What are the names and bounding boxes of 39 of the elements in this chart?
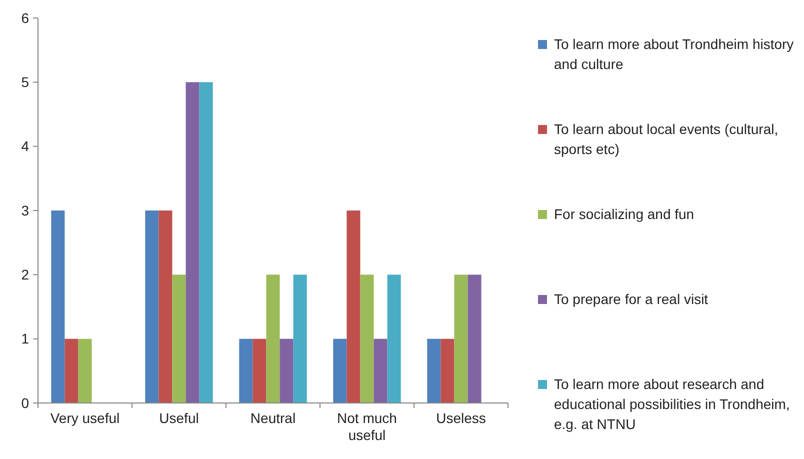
bar — [374, 338, 388, 403]
x-tick-label: Useful — [159, 410, 199, 426]
x-tick-label: Very useful — [50, 410, 120, 426]
y-tick-label: 1 — [21, 330, 30, 347]
bar — [468, 274, 482, 403]
legend-label: For socializing and fun — [554, 206, 694, 222]
bar — [172, 274, 186, 403]
bar — [78, 338, 92, 403]
bar — [239, 338, 253, 403]
bar — [280, 338, 294, 403]
bar — [387, 274, 401, 403]
legend-label: To learn about local events (cultural, sports etc) — [554, 121, 778, 157]
x-tick-label: Neutral — [250, 410, 296, 426]
bar — [186, 82, 200, 403]
bar — [454, 274, 468, 403]
bar — [51, 210, 65, 403]
y-tick-label: 6 — [21, 10, 30, 26]
bar — [145, 210, 159, 403]
legend-label: To learn more about Trondheim history and culture — [554, 36, 794, 72]
y-tick-label: 2 — [21, 266, 30, 283]
bar — [360, 274, 374, 403]
bar — [333, 338, 347, 403]
bar — [158, 210, 172, 403]
y-tick-label: 5 — [21, 74, 30, 90]
x-tick-label: Not much useful — [337, 410, 397, 443]
bar — [64, 338, 78, 403]
bar — [199, 82, 213, 403]
bar — [266, 274, 280, 403]
bar — [346, 210, 360, 403]
bar — [252, 338, 266, 403]
x-tick-label: Useless — [436, 410, 486, 426]
bar — [427, 338, 441, 403]
bar — [293, 274, 307, 403]
y-tick-label: 3 — [21, 202, 30, 218]
bar — [440, 338, 454, 403]
legend-label: To prepare for a real visit — [554, 291, 708, 307]
y-tick-label: 0 — [21, 394, 30, 411]
legend-label: To learn more about research and educational possibilities in Trondheim, e.g. at NTNU — [554, 376, 790, 432]
y-tick-label: 4 — [21, 138, 30, 154]
